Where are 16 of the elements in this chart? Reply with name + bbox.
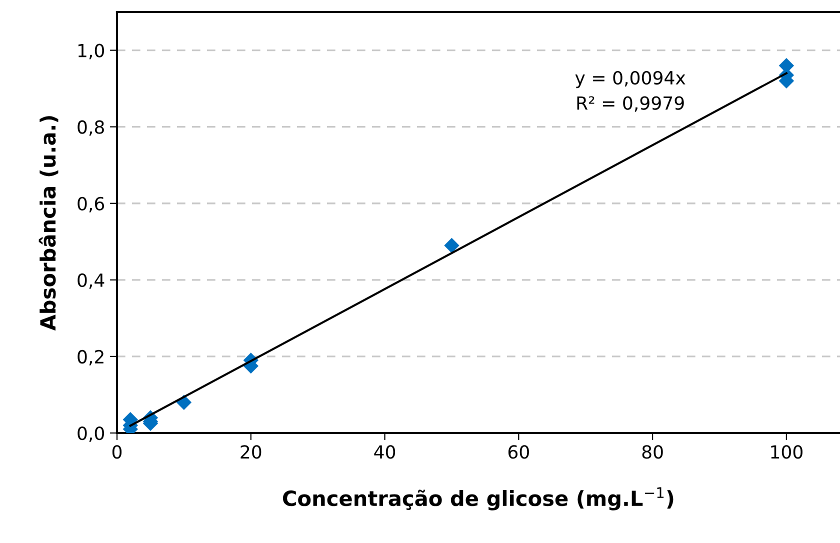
x-axis-title: Concentração de glicose (mg.L$^{−1}$) <box>282 487 674 510</box>
x-tick-label: 100 <box>771 445 802 459</box>
x-tick-label: 0 <box>112 445 122 459</box>
x-tick-label: 80 <box>642 445 663 459</box>
x-tick-label: 60 <box>508 445 529 459</box>
y-tick-label: 0,0 <box>78 426 104 442</box>
annotation: R² = 0,9979 <box>577 96 684 112</box>
annotation: y = 0,0094x <box>575 70 686 88</box>
y-tick-label: 0,4 <box>78 273 104 289</box>
x-tick-label: 40 <box>374 445 396 459</box>
y-tick-label: 0,8 <box>78 120 104 136</box>
y-tick-label: 0,6 <box>78 196 104 212</box>
x-tick-label: 20 <box>240 445 262 459</box>
y-tick-label: 1,0 <box>78 44 104 60</box>
y-tick-label: 0,2 <box>78 350 104 366</box>
y-axis-title: Absorbância (u.a.) <box>38 116 58 331</box>
